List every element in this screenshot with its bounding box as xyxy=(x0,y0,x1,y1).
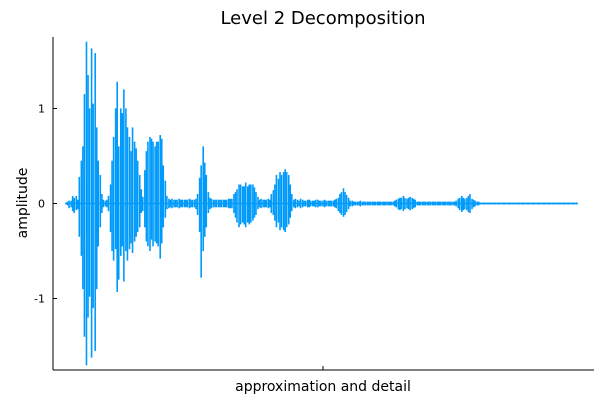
y-axis-label: amplitude xyxy=(15,168,31,239)
x-axis-label: approximation and detail xyxy=(235,379,411,395)
chart-title: Level 2 Decomposition xyxy=(220,8,425,29)
y-tick-label: 1 xyxy=(38,102,45,115)
y-ticks: 1 0 -1 xyxy=(34,102,57,305)
y-tick-label: -1 xyxy=(34,293,45,306)
plot-area xyxy=(66,0,578,365)
waveform-series xyxy=(66,0,578,365)
y-tick-label: 0 xyxy=(38,198,45,211)
